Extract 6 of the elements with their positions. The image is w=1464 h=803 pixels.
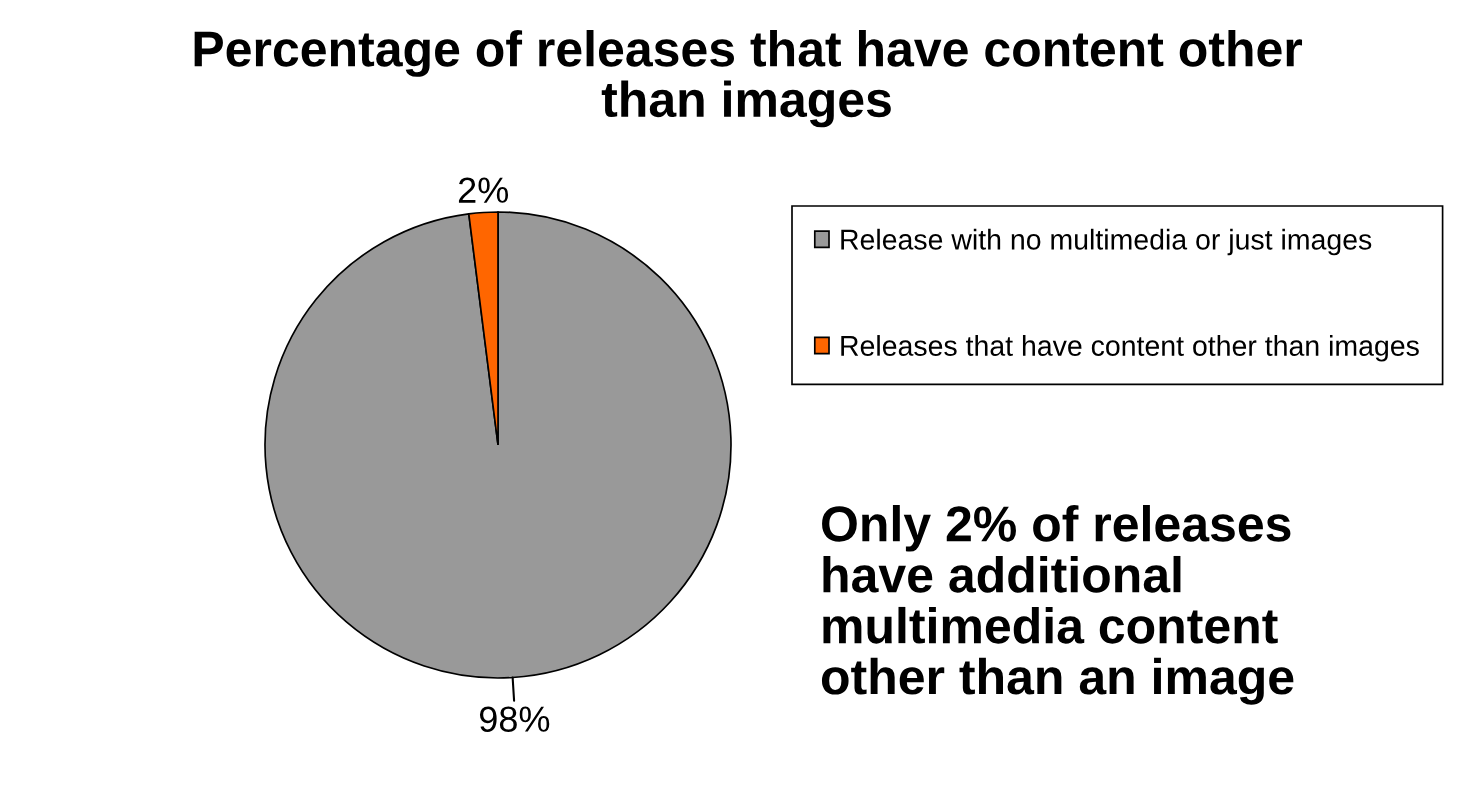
chart-title: Percentage of releases that have content other than images bbox=[194, 30, 1303, 128]
text: Only 2% of releases have additional multimedia content other than an image bbox=[821, 505, 1294, 705]
data-label: 2% bbox=[458, 177, 509, 203]
legend-label: Release with no multimedia or just images bbox=[841, 228, 1372, 256]
legend-label: Releases that have content other than images bbox=[841, 335, 1419, 362]
data-label: 98% bbox=[479, 706, 550, 732]
